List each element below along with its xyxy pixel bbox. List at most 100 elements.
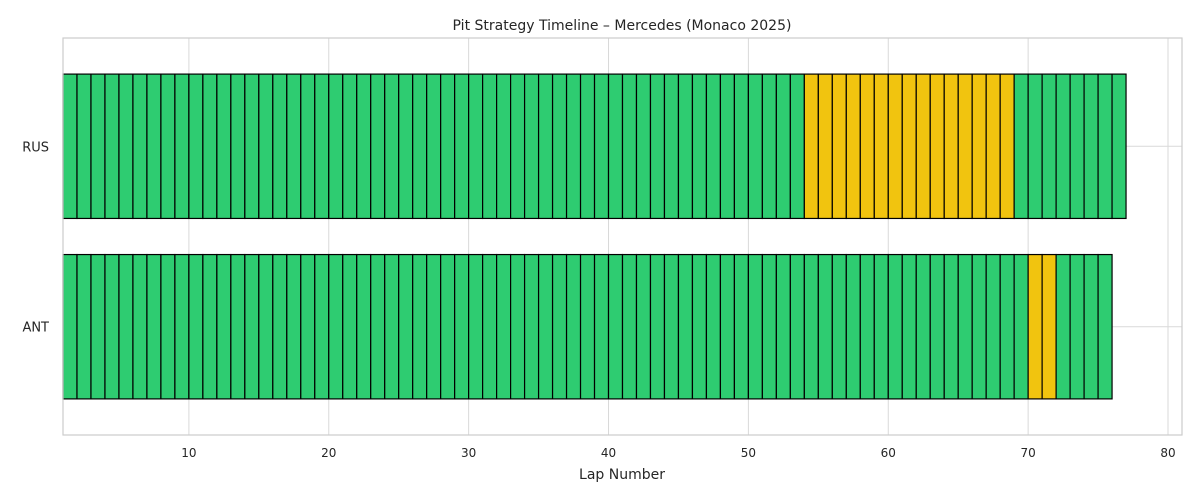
y-tick-labels: RUS ANT bbox=[22, 140, 49, 335]
lap-bar-ant-45 bbox=[677, 253, 694, 400]
lap-bar-ant-40 bbox=[607, 253, 624, 400]
lap-bar-ant-1 bbox=[62, 253, 78, 400]
lap-bar-ant-69 bbox=[1013, 253, 1029, 400]
lap-bar-rus-16 bbox=[272, 73, 288, 220]
lap-bar-rus-46 bbox=[691, 73, 708, 220]
lap-bar-rus-70 bbox=[1027, 73, 1043, 220]
lap-bar-ant-39 bbox=[593, 253, 610, 400]
lap-bar-ant-9 bbox=[174, 253, 190, 400]
lap-bar-rus-65 bbox=[957, 73, 973, 220]
lap-bar-ant-57 bbox=[845, 253, 861, 400]
lap-bar-ant-49 bbox=[733, 253, 749, 400]
lap-bar-ant-8 bbox=[160, 253, 176, 400]
lap-bar-rus-18 bbox=[300, 73, 316, 220]
lap-bar-rus-53 bbox=[789, 73, 805, 220]
lap-bar-ant-16 bbox=[272, 253, 288, 400]
lap-bar-rus-11 bbox=[202, 73, 218, 220]
lap-bar-ant-43 bbox=[649, 253, 666, 400]
lap-bar-ant-15 bbox=[258, 253, 274, 400]
lap-bar-rus-13 bbox=[230, 73, 246, 220]
lap-bar-ant-68 bbox=[999, 253, 1015, 400]
lap-bar-rus-7 bbox=[146, 73, 162, 220]
lap-bar-ant-25 bbox=[398, 253, 414, 400]
lap-bar-rus-28 bbox=[440, 73, 456, 220]
x-tick-label: 60 bbox=[881, 446, 896, 460]
lap-bar-ant-34 bbox=[523, 253, 540, 400]
lap-bar-ant-58 bbox=[859, 253, 875, 400]
lap-bar-rus-47 bbox=[705, 73, 722, 220]
lap-bar-ant-73 bbox=[1069, 253, 1085, 400]
lap-bar-rus-25 bbox=[398, 73, 414, 220]
lap-bar-rus-75 bbox=[1097, 73, 1113, 220]
lap-bar-rus-5 bbox=[118, 73, 134, 220]
lap-bar-ant-47 bbox=[705, 253, 722, 400]
lap-bar-rus-60 bbox=[887, 73, 903, 220]
lap-bar-rus-61 bbox=[901, 73, 917, 220]
lap-bar-rus-45 bbox=[677, 73, 694, 220]
lap-bar-rus-39 bbox=[593, 73, 610, 220]
lap-bar-ant-29 bbox=[454, 253, 470, 400]
lap-bar-rus-40 bbox=[607, 73, 624, 220]
lap-bar-rus-76 bbox=[1111, 73, 1127, 220]
lap-bar-rus-26 bbox=[412, 73, 428, 220]
lap-bar-ant-75 bbox=[1097, 253, 1113, 400]
lap-bar-rus-64 bbox=[943, 73, 959, 220]
lap-bar-rus-22 bbox=[356, 73, 372, 220]
lap-bar-rus-55 bbox=[817, 73, 833, 220]
lap-bar-ant-32 bbox=[496, 253, 512, 400]
lap-bar-ant-22 bbox=[356, 253, 372, 400]
lap-bar-rus-29 bbox=[454, 73, 470, 220]
lap-bar-ant-71 bbox=[1041, 253, 1057, 400]
lap-bar-ant-7 bbox=[146, 253, 162, 400]
lap-bar-rus-33 bbox=[510, 73, 526, 220]
lap-bar-rus-19 bbox=[314, 73, 330, 220]
lap-bar-rus-9 bbox=[174, 73, 190, 220]
lap-bar-rus-38 bbox=[579, 73, 596, 220]
lap-bar-ant-52 bbox=[775, 253, 791, 400]
lap-bar-ant-70 bbox=[1027, 253, 1043, 400]
lap-bar-rus-1 bbox=[62, 73, 78, 220]
lap-bar-rus-37 bbox=[565, 73, 582, 220]
lap-bar-rus-23 bbox=[370, 73, 386, 220]
lap-bar-ant-63 bbox=[929, 253, 945, 400]
lap-bar-ant-11 bbox=[202, 253, 218, 400]
lap-bar-ant-26 bbox=[412, 253, 428, 400]
lap-bar-ant-2 bbox=[76, 253, 92, 400]
lap-bar-rus-71 bbox=[1041, 73, 1057, 220]
lap-bar-rus-4 bbox=[104, 73, 120, 220]
lap-bar-ant-18 bbox=[300, 253, 316, 400]
lap-bar-ant-23 bbox=[370, 253, 386, 400]
lap-bar-rus-10 bbox=[188, 73, 204, 220]
lap-bar-ant-31 bbox=[482, 253, 498, 400]
lap-bar-ant-6 bbox=[132, 253, 148, 400]
x-tick-label: 40 bbox=[601, 446, 616, 460]
x-tick-label: 80 bbox=[1160, 446, 1175, 460]
lap-bar-rus-42 bbox=[635, 73, 652, 220]
lap-bar-rus-15 bbox=[258, 73, 274, 220]
lap-bar-ant-13 bbox=[230, 253, 246, 400]
lap-bar-ant-51 bbox=[761, 253, 777, 400]
lap-bar-rus-3 bbox=[90, 73, 106, 220]
lap-bar-rus-49 bbox=[733, 73, 749, 220]
lap-bar-ant-56 bbox=[831, 253, 847, 400]
lap-bar-ant-14 bbox=[244, 253, 260, 400]
lap-bar-ant-64 bbox=[943, 253, 959, 400]
lap-bar-rus-52 bbox=[775, 73, 791, 220]
lap-bar-ant-4 bbox=[104, 253, 120, 400]
lap-bar-rus-41 bbox=[621, 73, 638, 220]
x-tick-label: 30 bbox=[461, 446, 476, 460]
lap-bar-ant-74 bbox=[1083, 253, 1099, 400]
x-tick-label: 50 bbox=[741, 446, 756, 460]
lap-bar-ant-17 bbox=[286, 253, 302, 400]
chart-title: Pit Strategy Timeline – Mercedes (Monaco… bbox=[453, 18, 792, 34]
lap-bar-ant-21 bbox=[342, 253, 358, 400]
plot-frame bbox=[62, 37, 1183, 436]
lap-bar-rus-2 bbox=[76, 73, 92, 220]
lap-bar-ant-42 bbox=[635, 253, 652, 400]
bar-layer bbox=[62, 73, 1127, 400]
y-tick-label-rus: RUS bbox=[22, 140, 49, 155]
lap-bar-ant-61 bbox=[901, 253, 917, 400]
lap-bar-ant-48 bbox=[719, 253, 735, 400]
lap-bar-rus-67 bbox=[985, 73, 1001, 220]
lap-bar-ant-24 bbox=[384, 253, 400, 400]
